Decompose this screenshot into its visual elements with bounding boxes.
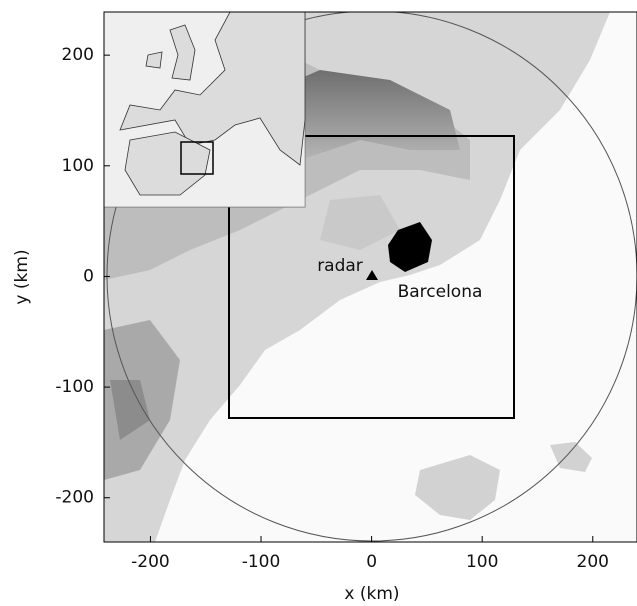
y-tick-label: 0 xyxy=(83,266,94,286)
y-tick-label: 200 xyxy=(62,45,94,65)
inset-map xyxy=(104,12,305,207)
x-axis-label: x (km) xyxy=(344,584,399,604)
x-tick-label: 100 xyxy=(466,552,498,572)
y-tick-label: -200 xyxy=(55,488,94,508)
y-axis-label: y (km) xyxy=(12,249,32,304)
x-tick-label: 0 xyxy=(366,552,377,572)
x-tick-label: -200 xyxy=(131,552,170,572)
x-tick-label: 200 xyxy=(577,552,609,572)
y-tick-label: -100 xyxy=(55,377,94,397)
map-figure: radar Barcelona x (km) y (km) -200 -100 0 1… xyxy=(0,0,637,606)
annotation: radar xyxy=(317,256,363,276)
x-tick-label: -100 xyxy=(242,552,281,572)
y-tick-label: 100 xyxy=(62,156,94,176)
annotation: Barcelona xyxy=(398,282,483,302)
